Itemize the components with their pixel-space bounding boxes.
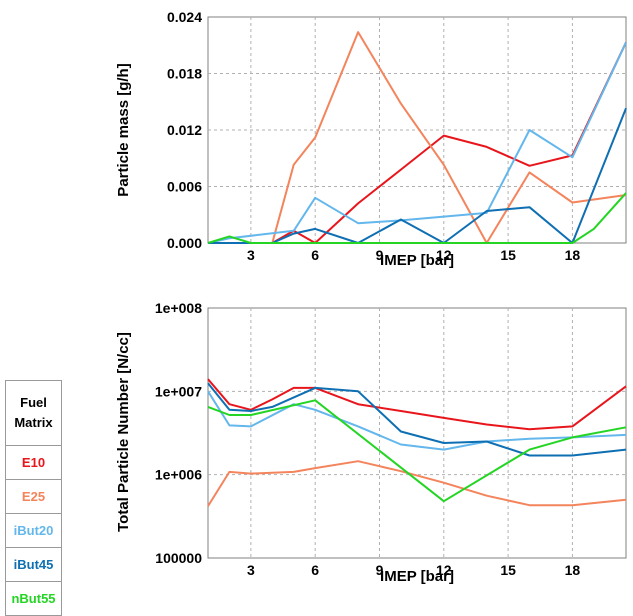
legend-item-e10: E10	[6, 446, 62, 480]
y-tick-label: 0.006	[167, 179, 202, 195]
y-axis-label: Total Particle Number [N/cc]	[115, 332, 132, 532]
y-axis-label: Particle mass [g/h]	[115, 63, 132, 196]
y-tick-label: 1e+008	[155, 300, 202, 316]
x-tick-label: 15	[500, 562, 516, 578]
y-tick-label: 1e+007	[155, 383, 202, 399]
x-tick-label: 15	[500, 247, 516, 263]
x-tick-label: 18	[565, 247, 581, 263]
x-tick-label: 18	[565, 562, 581, 578]
plot-area	[208, 308, 626, 558]
x-tick-label: 6	[311, 247, 319, 263]
y-tick-label: 0.018	[167, 66, 202, 82]
y-tick-labels: 100000 1e+006 1e+007 1e+008	[155, 300, 202, 566]
legend-title-line1: Fuel	[20, 395, 47, 410]
x-tick-label: 6	[311, 562, 319, 578]
y-tick-label: 0.000	[167, 235, 202, 251]
legend-title: Fuel Matrix	[6, 381, 62, 446]
legend-title-line2: Matrix	[14, 415, 52, 430]
y-tick-labels: 0.000 0.006 0.012 0.018 0.024	[167, 9, 202, 251]
y-tick-label: 0.024	[167, 9, 202, 25]
legend-item-e25: E25	[6, 480, 62, 514]
legend-table: Fuel Matrix E10 E25 iBut20 iBut45 nBut55	[5, 380, 62, 616]
y-tick-label: 100000	[155, 550, 202, 566]
y-tick-label: 1e+006	[155, 467, 202, 483]
x-axis-label: IMEP [bar]	[380, 252, 454, 269]
legend-item-ibut20: iBut20	[6, 514, 62, 548]
x-axis-label: IMEP [bar]	[380, 568, 454, 585]
y-tick-label: 0.012	[167, 122, 202, 138]
x-tick-label: 3	[247, 562, 255, 578]
x-tick-label: 3	[247, 247, 255, 263]
legend-item-ibut45: iBut45	[6, 548, 62, 582]
